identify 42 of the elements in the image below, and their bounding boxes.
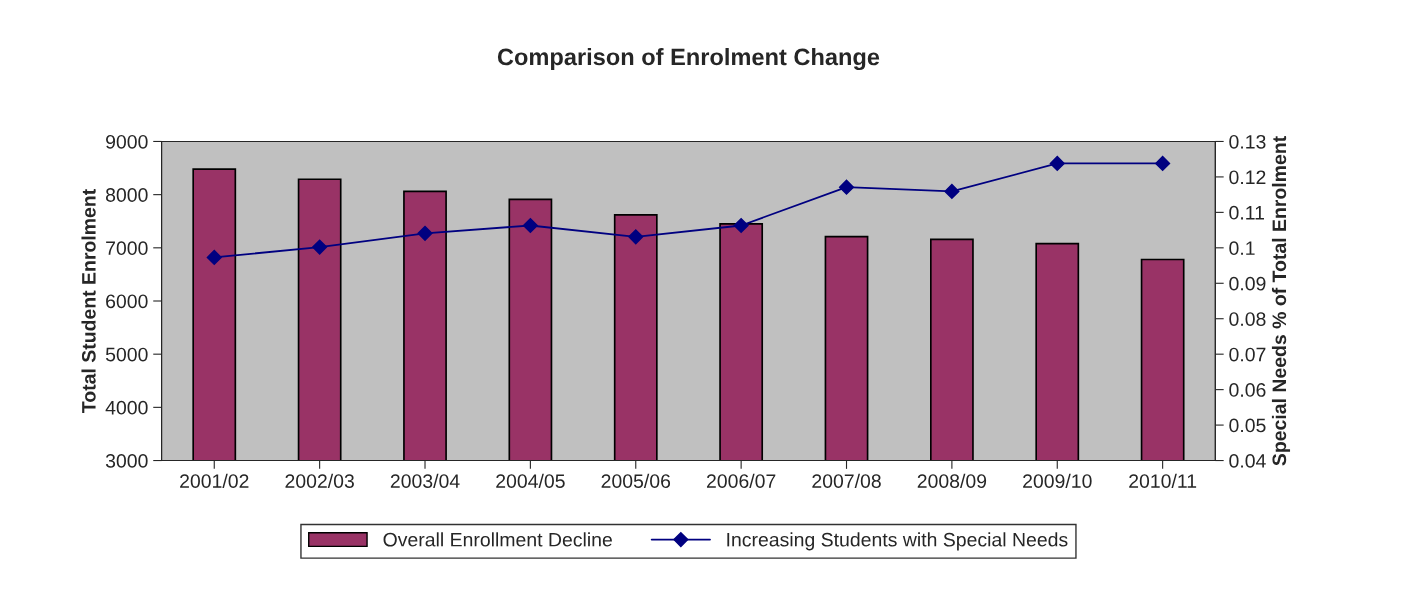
x-tick-label: 2007/08 — [812, 473, 881, 489]
x-tick-label: 2004/05 — [496, 473, 565, 489]
x-tick-label: 2001/02 — [180, 473, 249, 489]
y2-tick-label: 0.07 — [1229, 347, 1266, 362]
x-tick-label: 2006/07 — [706, 473, 776, 489]
legend-label: Overall Enrollment Decline — [383, 532, 612, 547]
y-tick-label: 5000 — [105, 347, 148, 362]
point — [522, 217, 538, 234]
y2-axis-title: Special Needs % of Total Enrolment — [1271, 136, 1291, 466]
point — [417, 225, 433, 241]
y2-tick-label: 0.05 — [1229, 418, 1266, 433]
y2-tick-label: 0.11 — [1229, 205, 1264, 220]
chart-title: Comparison of Enrolment Change — [497, 47, 880, 71]
x-tick-label: 2008/09 — [917, 473, 987, 489]
point — [944, 183, 960, 200]
legend-label: Increasing Students with Special Needs — [727, 532, 1068, 551]
y2-tick-label: 0.12 — [1229, 170, 1266, 185]
y2-tick-label: 0.06 — [1229, 383, 1266, 397]
x-tick-label: 2002/03 — [285, 473, 354, 489]
y2-tick-label: 0.08 — [1229, 312, 1266, 326]
y2-tick-label: 0.1 — [1229, 241, 1255, 256]
point — [733, 217, 749, 234]
y-tick-label: 9000 — [106, 134, 148, 149]
y2-tick-label: 0.09 — [1229, 276, 1266, 291]
y-tick-label: 7000 — [106, 241, 148, 256]
y-tick-label: 8000 — [105, 188, 148, 202]
x-tick-label: 2010/11 — [1129, 473, 1197, 489]
point — [1155, 155, 1171, 172]
y2-tick-label: 0.13 — [1229, 134, 1266, 149]
point — [838, 179, 855, 195]
y-axis-title: Total Student Enrolment — [81, 189, 96, 413]
point — [206, 249, 222, 265]
y2-tick-label: 0.04 — [1229, 454, 1266, 468]
y-tick-label: 6000 — [106, 294, 148, 309]
x-tick-label: 2005/06 — [601, 473, 671, 489]
x-tick-label: 2003/04 — [390, 473, 460, 489]
x-tick-label: 2009/10 — [1023, 473, 1092, 489]
point — [1049, 155, 1065, 172]
y-tick-label: 4000 — [105, 400, 148, 415]
y-tick-label: 3000 — [105, 454, 148, 468]
point — [312, 239, 328, 255]
point — [628, 229, 644, 245]
